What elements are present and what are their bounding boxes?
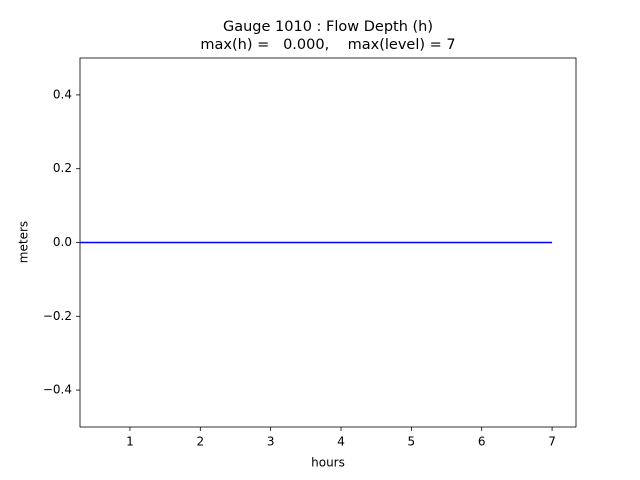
y-tick-label: 0.0 <box>53 235 72 249</box>
x-tick-label: 2 <box>196 435 204 449</box>
y-tick-label: −0.2 <box>43 309 72 323</box>
y-axis-label: meters <box>17 221 31 263</box>
x-tick-label: 3 <box>267 435 275 449</box>
x-tick-label: 5 <box>408 435 416 449</box>
plot-frame <box>79 57 577 428</box>
y-tick-label: 0.2 <box>53 161 72 175</box>
x-tick-label: 4 <box>337 435 345 449</box>
y-tick-label: −0.4 <box>43 383 72 397</box>
y-tick-label: 0.4 <box>53 87 72 101</box>
x-tick-label: 6 <box>478 435 486 449</box>
x-tick-label: 7 <box>548 435 556 449</box>
chart-title: Gauge 1010 : Flow Depth (h) <box>223 19 433 35</box>
chart-subtitle: max(h) = 0.000, max(level) = 7 <box>200 37 455 53</box>
x-axis-label: hours <box>311 456 345 470</box>
x-tick-label: 1 <box>126 435 134 449</box>
